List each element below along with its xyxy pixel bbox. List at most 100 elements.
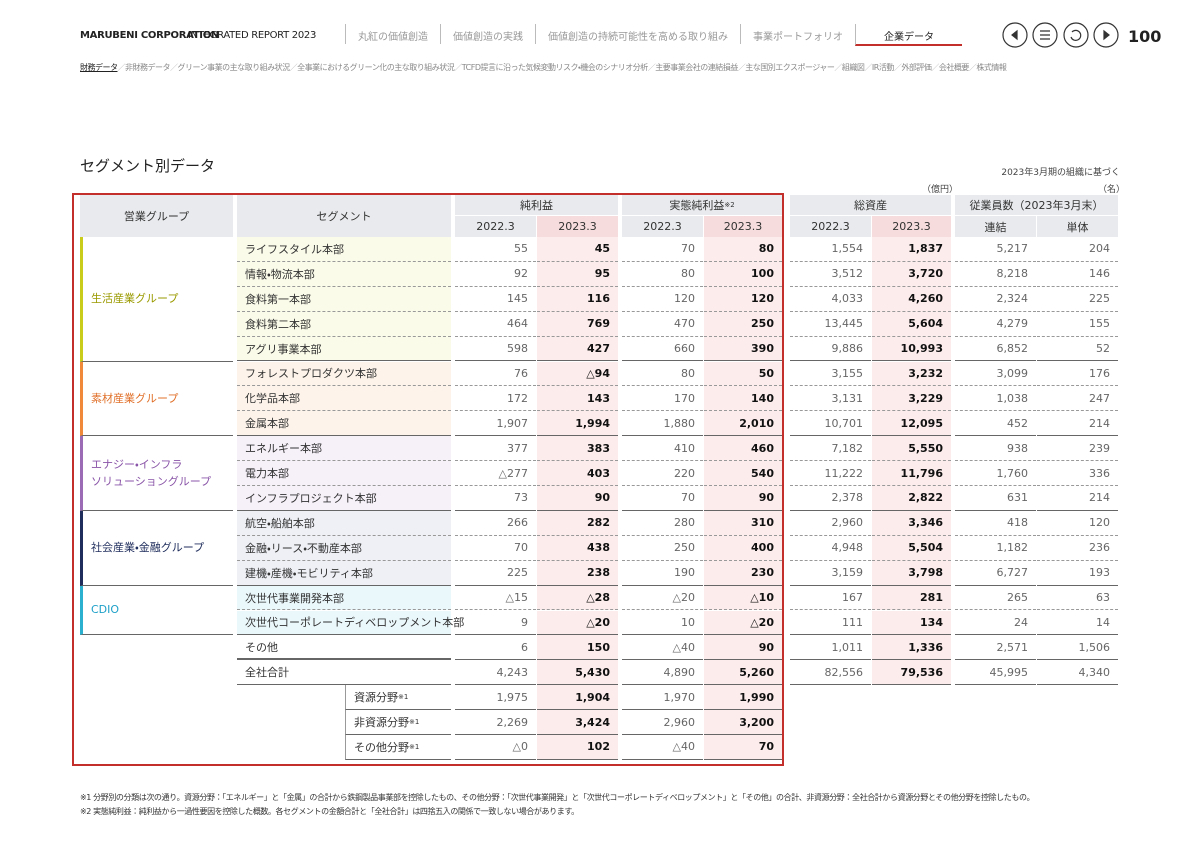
value-cell: 1,182	[955, 536, 1036, 561]
value-cell: 1,990	[704, 685, 782, 711]
segment-name: ライフスタイル本部	[237, 237, 451, 262]
value-cell: 70	[622, 486, 703, 511]
value-cell: 250	[622, 536, 703, 561]
group-name: エナジー・インフラ ソリューショングループ	[80, 436, 233, 511]
value-cell: 1,038	[955, 386, 1036, 412]
sub-segment-label: その他分野	[354, 740, 409, 754]
brand: MARUBENI CORPORATION	[80, 30, 219, 41]
segment-name: 金属本部	[237, 411, 451, 437]
segment-name: 電力本部	[237, 461, 451, 486]
value-cell: 2,010	[704, 411, 782, 437]
value-cell: 383	[537, 436, 618, 462]
value-cell: 2,960	[622, 710, 703, 735]
nav-tab: 価値創造の持続可能性を高める取り組み	[535, 24, 740, 44]
value-cell: 1,880	[622, 411, 703, 437]
value-cell: 2,822	[872, 486, 951, 511]
value-cell: 3,232	[872, 361, 951, 387]
subheader: 単体	[1037, 216, 1118, 237]
segment-name: 次世代コーポレートディベロップメント本部	[237, 610, 464, 636]
sub-segment-label: 非資源分野	[354, 716, 409, 730]
value-cell: 769	[537, 311, 618, 337]
value-cell: 390	[704, 336, 782, 362]
segment-name: その他	[237, 635, 451, 661]
value-cell: 79,536	[872, 660, 951, 686]
value-cell: △40	[622, 735, 703, 760]
value-cell: △20	[704, 610, 782, 636]
subheader: 連結	[955, 216, 1036, 237]
value-cell: 90	[704, 486, 782, 511]
sub-segment-name: 非資源分野 ※1	[345, 710, 451, 735]
value-cell: 76	[455, 362, 536, 387]
value-cell: 280	[622, 511, 703, 536]
value-cell: 265	[955, 586, 1036, 611]
value-cell: 214	[1037, 411, 1118, 437]
value-cell: 10,701	[790, 411, 871, 437]
value-cell: 310	[704, 510, 782, 536]
value-cell: 80	[704, 237, 782, 262]
value-cell: 11,796	[872, 461, 951, 486]
value-cell: 1,904	[537, 685, 618, 711]
value-cell: 2,571	[955, 635, 1036, 661]
value-cell: 100	[704, 261, 782, 287]
value-cell: △277	[455, 461, 536, 486]
footnote: ※1 分野別の分類は次の通り。資源分野：「エネルギー」と「金属」の合計から鉄鋼製…	[80, 793, 1035, 802]
value-cell: 80	[622, 362, 703, 387]
segment-name: フォレストプロダクツ本部	[237, 361, 451, 387]
subnav-link: 組織図	[834, 63, 865, 72]
value-cell: 282	[537, 510, 618, 536]
subheader: 2023.3	[872, 216, 951, 237]
subheader: 2022.3	[622, 216, 703, 237]
value-cell: 3,424	[537, 710, 618, 735]
value-cell: 82,556	[790, 660, 871, 686]
value-cell: 3,200	[704, 710, 782, 735]
group-name: CDIO	[80, 585, 233, 636]
value-cell: 55	[455, 237, 536, 262]
basis-note: 2023年3月期の組織に基づく	[1001, 168, 1120, 178]
value-cell: 140	[704, 386, 782, 412]
value-cell: 170	[622, 386, 703, 412]
value-cell: 2,378	[790, 486, 871, 511]
value-cell: 6,727	[955, 561, 1036, 586]
group-header: 営業グループ	[80, 195, 233, 237]
value-cell: 438	[537, 535, 618, 561]
value-cell: 464	[455, 312, 536, 337]
column-group-label: 従業員数（2023年3月末）	[969, 199, 1104, 212]
subnav-link: 全事業におけるグリーン化の主な取り組み状況	[290, 63, 455, 72]
value-cell: 4,243	[455, 660, 536, 686]
group-name: 社会産業・金融グループ	[80, 510, 233, 586]
subnav-link: 株式情報	[969, 63, 1007, 72]
subnav-link: TCFD提言に沿った気候変動リスク・機会のシナリオ分析	[454, 63, 648, 72]
value-cell: 281	[872, 585, 951, 611]
value-cell: 225	[1037, 287, 1118, 312]
segment-name: 食料第一本部	[237, 286, 451, 312]
value-cell: 45,995	[955, 660, 1036, 686]
value-cell: 204	[1037, 237, 1118, 262]
segment-name: インフラプロジェクト本部	[237, 486, 451, 511]
value-cell: 4,260	[872, 286, 951, 312]
value-cell: 5,430	[537, 660, 618, 686]
sub-segment-label: 資源分野	[354, 691, 398, 705]
value-cell: 155	[1037, 312, 1118, 337]
value-cell: 1,506	[1037, 635, 1118, 661]
subnav: 財務データ非財務データグリーン事業の主な取り組み状況全事業におけるグリーン化の主…	[80, 62, 1007, 73]
value-cell: 4,890	[622, 660, 703, 686]
value-cell: 111	[790, 611, 871, 636]
value-cell: 7,182	[790, 436, 871, 462]
nav-tab: 企業データ	[855, 24, 962, 46]
value-cell: 9	[455, 611, 536, 636]
note-mark: ※1	[409, 742, 420, 751]
nav-icons	[1002, 22, 1119, 48]
value-cell: 225	[455, 561, 536, 586]
segment-name: 食料第二本部	[237, 311, 451, 337]
segment-name: 次世代事業開発本部	[237, 585, 451, 611]
value-cell: 631	[955, 486, 1036, 511]
value-cell: 70	[704, 735, 782, 760]
value-cell: 336	[1037, 461, 1118, 486]
value-cell: △10	[704, 585, 782, 611]
subheader: 2023.3	[704, 216, 782, 237]
value-cell: 3,798	[872, 560, 951, 586]
nav-tab: 丸紅の価値創造	[345, 24, 440, 44]
value-cell: 418	[955, 511, 1036, 536]
value-cell: 52	[1037, 337, 1118, 362]
